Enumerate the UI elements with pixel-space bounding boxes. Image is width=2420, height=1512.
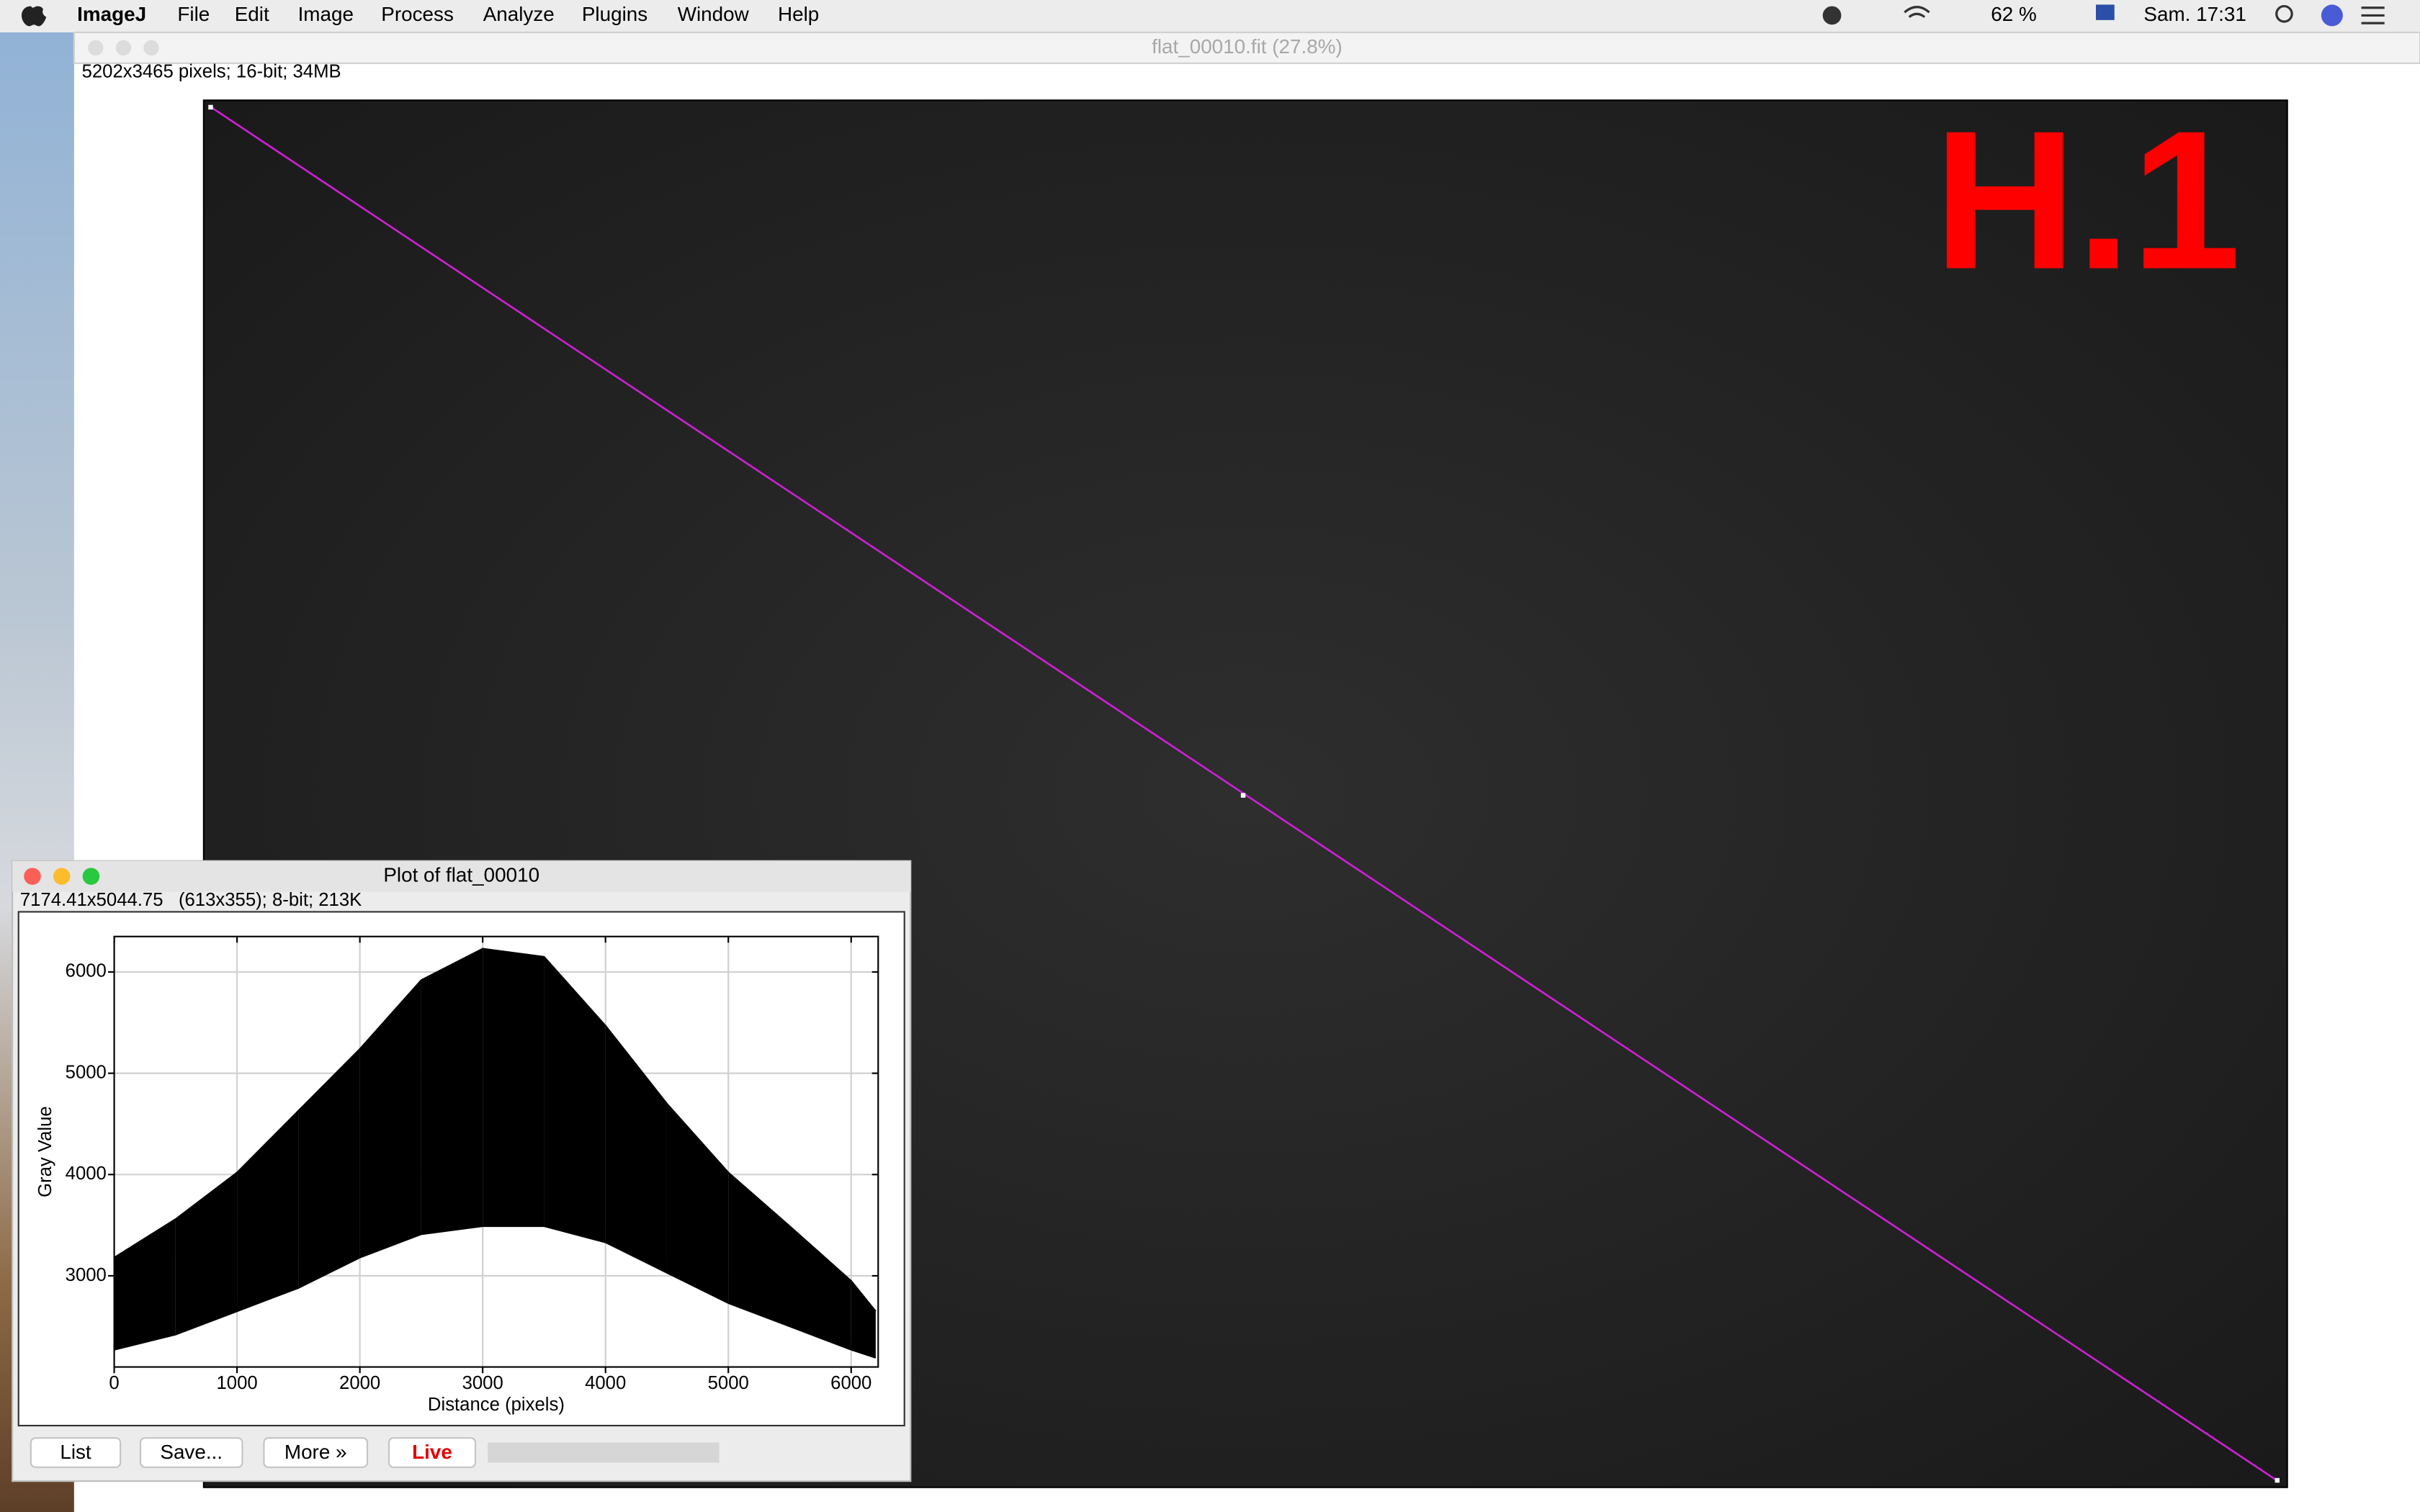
plot-info: 7174.41x5044.75 (613x355); 8-bit; 213K [20,890,362,910]
plot-title-bar [12,860,911,892]
y-tick-label: 5000 [66,1062,107,1082]
x-tick-label: 2000 [339,1373,380,1393]
band-segment [789,1226,851,1350]
band-segment [851,1281,876,1358]
button[interactable] [30,1437,122,1468]
band-segment [666,1103,729,1303]
selection-handle[interactable] [208,104,213,110]
cloud-icon[interactable] [1822,6,1842,25]
menu-items: File Edit Image Process Analyze Plugins Window… [177,3,819,25]
y-axis-label: Gray Value [35,1106,55,1197]
menu-item[interactable]: Process [381,3,454,25]
menu-item[interactable]: Analyze [483,3,555,25]
overlay-label: H.1 [1934,90,2241,310]
menu-item[interactable]: Window [678,3,750,25]
selection-handle[interactable] [2275,1477,2280,1483]
menu-item[interactable]: File [177,3,210,25]
x-tick-label: 4000 [585,1373,626,1393]
band-segment [175,1172,238,1335]
y-tick-label: 3000 [66,1265,107,1285]
close-button[interactable] [88,40,104,56]
menu-bar [0,0,2420,32]
apple-icon[interactable] [22,6,47,27]
button[interactable] [139,1437,243,1468]
close-button[interactable] [24,868,41,885]
plot-frame [113,935,879,1368]
menu-item[interactable]: Edit [235,3,269,25]
band-segment [544,956,606,1243]
plot-buttons: List Save... More » Live [30,1437,477,1468]
x-tick-label: 0 [109,1373,119,1393]
x-tick-label: 1000 [217,1373,258,1393]
band-segment [483,948,544,1227]
band-segment [605,1025,667,1273]
zoom-button[interactable] [82,868,100,885]
button-label[interactable]: More » [284,1441,347,1463]
menu-item[interactable]: Plugins [582,3,647,25]
minimize-button[interactable] [115,40,132,56]
envelope-line [114,948,877,1312]
app-menu[interactable]: ImageJ [77,3,146,25]
envelope-line [114,1225,877,1359]
menu-item[interactable]: Image [298,3,354,25]
image-title: flat_00010.fit (27.8%) [1152,35,1343,58]
x-axis-label: Distance (pixels) [428,1395,565,1415]
band-segment [421,948,483,1235]
band-segment [359,980,421,1258]
button-label[interactable]: Save... [160,1441,223,1463]
selection-handle[interactable] [1240,793,1246,798]
flag-icon[interactable] [2096,4,2115,20]
wifi-icon[interactable] [1904,6,1930,18]
y-tick-label: 6000 [66,961,107,981]
progress-bar [488,1442,720,1463]
x-tick-label: 5000 [708,1373,749,1393]
button-label[interactable]: List [60,1441,91,1463]
battery: 62 % [1991,3,2036,25]
button-label[interactable]: Live [412,1441,452,1463]
image-title-bar [73,31,2420,64]
zoom-button[interactable] [143,40,159,56]
clock[interactable]: Sam. 17:31 [2143,3,2246,25]
search-icon[interactable] [2275,4,2293,23]
chart: 3000 4000 5000 6000 0 1000 2000 3000 4000 5000 600… [35,935,879,1415]
x-tick-label: 3000 [462,1373,503,1393]
siri-icon[interactable] [2321,4,2343,27]
image-info: 5202x3465 pixels; 16-bit; 34MB [82,62,341,82]
band-segment [114,1219,176,1350]
minimize-button[interactable] [53,868,71,885]
y-tick-label: 4000 [66,1164,107,1184]
band-segment [237,1110,299,1312]
band-segment [298,1048,360,1288]
button[interactable] [263,1437,369,1468]
x-tick-label: 6000 [830,1373,871,1393]
plot-title: Plot of flat_00010 [383,864,539,886]
notification-icon[interactable] [2361,6,2385,24]
button[interactable] [387,1437,477,1468]
menu-item[interactable]: Help [778,3,819,25]
band-segment [728,1172,790,1327]
